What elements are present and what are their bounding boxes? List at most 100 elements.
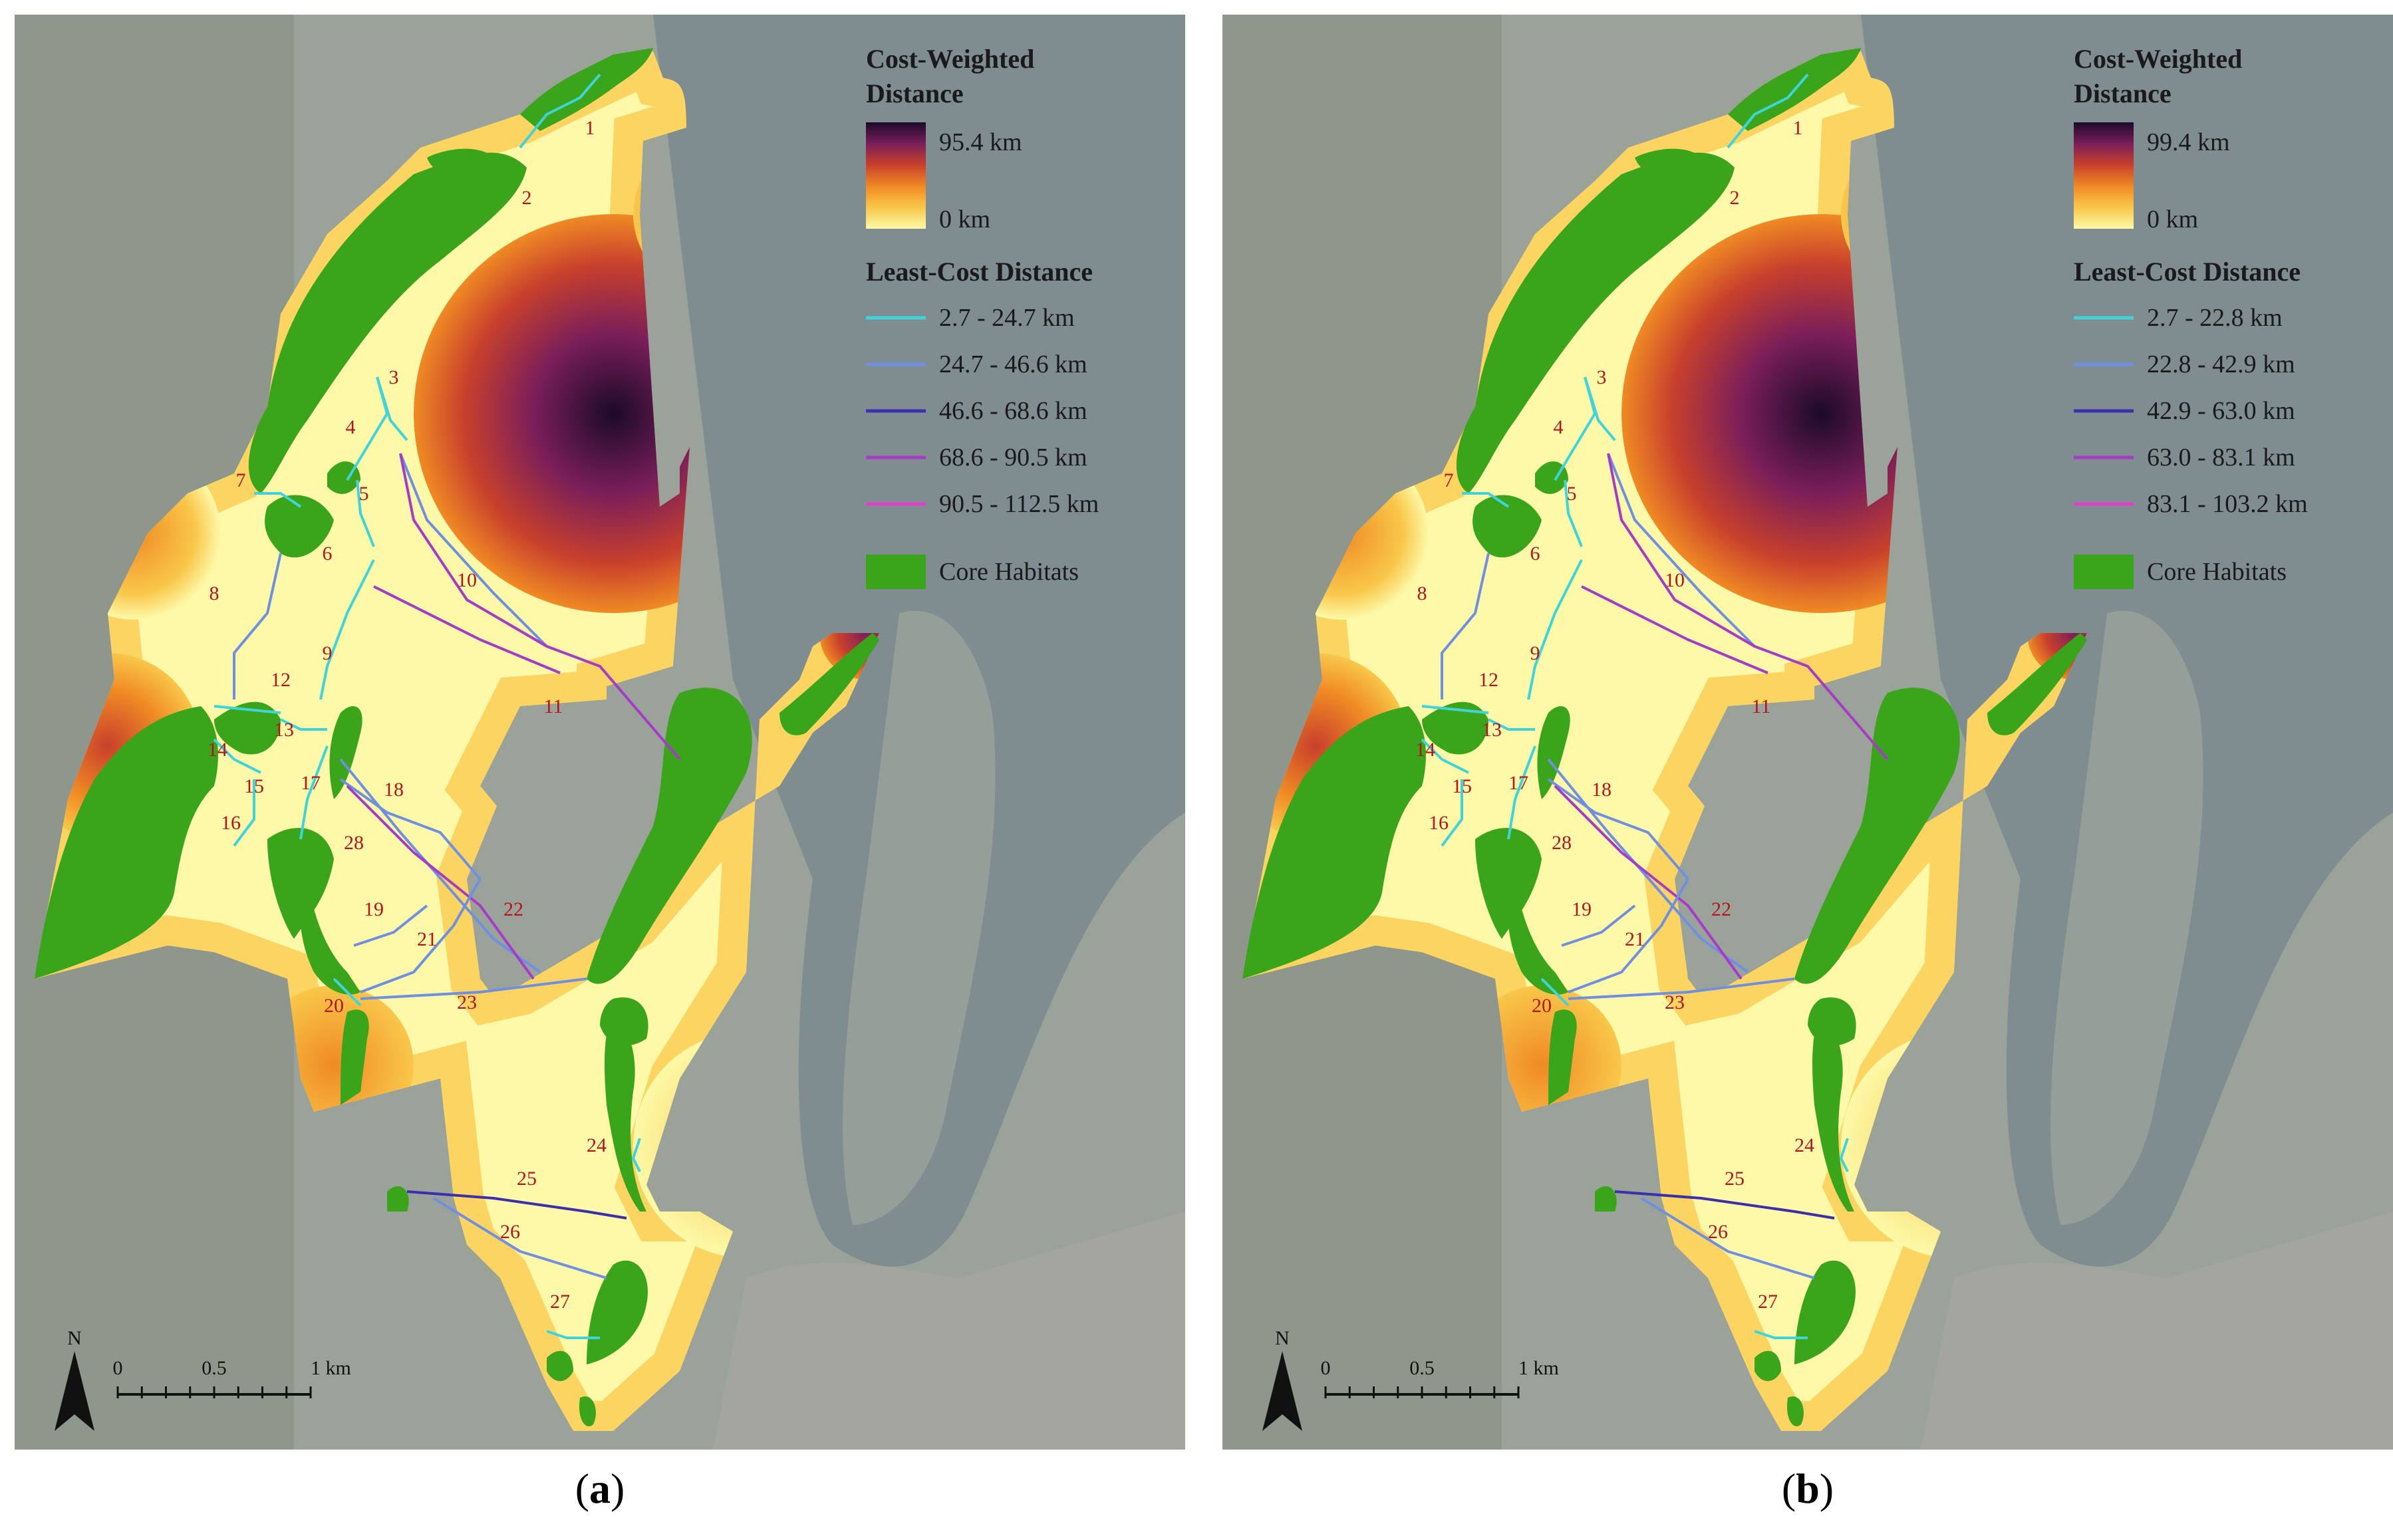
- legend-class-label: 22.8 - 42.9 km: [2147, 350, 2295, 378]
- legend-lcd-title: Least-Cost Distance: [866, 257, 1093, 287]
- least-cost-path: [233, 553, 282, 700]
- legend-cwd-min: 0 km: [2147, 205, 2198, 233]
- core-habitat-patch: [1456, 152, 1735, 494]
- route-label: 20: [324, 995, 344, 1017]
- least-cost-path: [546, 1330, 600, 1339]
- legend-core-swatch: [866, 555, 926, 589]
- least-cost-path: [399, 453, 548, 648]
- route-label: 2: [1730, 187, 1740, 209]
- core-habitat-patch: [1812, 1012, 1854, 1212]
- core-habitat-patch: [547, 1350, 573, 1381]
- legend-cwd-min: 0 km: [939, 205, 990, 233]
- least-cost-path: [1564, 479, 1583, 547]
- route-label: 16: [1429, 812, 1449, 834]
- route-label: 4: [346, 416, 356, 438]
- route-label: 28: [1552, 832, 1572, 854]
- legend-cwd-title-line1: Cost-Weighted: [866, 44, 1034, 74]
- least-cost-path: [1540, 977, 1570, 1007]
- least-cost-path: [1554, 785, 1743, 980]
- least-cost-path: [280, 718, 327, 731]
- least-cost-path: [1840, 1138, 1849, 1172]
- legend-lcd-title: Least-Cost Distance: [2074, 257, 2301, 287]
- map-panel-a: 1 2 3 4 5 6 7 8 9 10 11 12 13 14 15 16 17 18 19 20 21 22 23 24 2…: [15, 15, 1185, 1450]
- route-label: 2: [522, 187, 532, 209]
- scale-tick-label: 1 km: [1518, 1357, 1559, 1379]
- legend-cwd-title-line2: Distance: [2074, 78, 2172, 108]
- legend-cwd-max: 95.4 km: [939, 128, 1022, 156]
- core-habitat-patch: [1548, 1009, 1577, 1105]
- core-habitat-patch: [267, 828, 334, 939]
- route-label: 12: [271, 669, 291, 691]
- least-cost-path: [346, 785, 535, 980]
- route-label: 15: [1452, 775, 1472, 797]
- core-habitat-patch: [1635, 148, 1701, 178]
- core-habitat-patch: [329, 706, 362, 799]
- legend-core-swatch: [2074, 555, 2134, 589]
- route-label: 22: [503, 898, 523, 920]
- least-cost-path: [1421, 738, 1469, 774]
- least-cost-path: [360, 878, 482, 993]
- route-label: 3: [389, 366, 399, 388]
- route-label: 27: [1758, 1291, 1778, 1313]
- core-habitat-patch: [1473, 495, 1542, 558]
- route-label: 6: [1530, 543, 1540, 565]
- core-habitats: [1242, 48, 2087, 1427]
- legend-class-label: 2.7 - 24.7 km: [939, 304, 1075, 332]
- legend-color-ramp: [866, 122, 926, 229]
- least-cost-paths: [213, 73, 681, 1339]
- core-habitat-patch: [265, 495, 334, 558]
- route-label: 3: [1597, 366, 1607, 388]
- least-cost-path: [319, 559, 375, 700]
- least-cost-path: [1584, 376, 1616, 442]
- north-arrow-icon: N: [55, 1327, 94, 1431]
- route-label: 7: [236, 469, 246, 491]
- route-label: 17: [1508, 772, 1528, 794]
- route-label: 15: [244, 775, 264, 797]
- route-label: 10: [457, 569, 477, 591]
- least-cost-path: [1561, 904, 1636, 947]
- route-label: 24: [1794, 1134, 1814, 1156]
- route-label: 19: [1572, 898, 1592, 920]
- legend-class-label: 42.9 - 63.0 km: [2147, 397, 2295, 425]
- route-label: 26: [1708, 1221, 1728, 1243]
- core-habitat-patch: [1755, 1350, 1781, 1381]
- least-cost-path: [376, 376, 408, 442]
- route-label: 23: [1665, 991, 1685, 1013]
- route-label: 19: [364, 898, 384, 920]
- route-label: 18: [384, 779, 404, 801]
- route-label: 13: [1482, 719, 1502, 741]
- north-arrow-icon: N: [1262, 1327, 1302, 1431]
- least-cost-path: [353, 904, 428, 947]
- least-cost-path: [1607, 453, 1889, 761]
- route-label: 1: [585, 117, 595, 139]
- least-cost-path: [1568, 977, 1795, 1000]
- core-habitat-patch: [1794, 1260, 1856, 1364]
- north-label: N: [67, 1327, 82, 1349]
- least-cost-path: [632, 1138, 641, 1172]
- least-cost-path: [1527, 559, 1583, 700]
- caption-b: (b): [1781, 1465, 1834, 1512]
- route-label: 7: [1444, 469, 1454, 491]
- core-habitat-patch: [387, 1186, 409, 1212]
- scale-tick-label: 0.5: [202, 1357, 227, 1379]
- core-habitat-patch: [1987, 633, 2087, 735]
- legend: Cost-Weighted Distance 95.4 km 0 km Least-Co…: [866, 44, 1099, 589]
- route-label: 4: [1554, 416, 1564, 438]
- least-cost-path: [1640, 1197, 1815, 1279]
- least-cost-path: [1727, 73, 1809, 149]
- legend-class-label: 63.0 - 83.1 km: [2147, 444, 2295, 471]
- north-label: N: [1275, 1327, 1290, 1349]
- basemap-suburbs: [1921, 1212, 2393, 1450]
- core-habitat-patch: [1422, 702, 1488, 755]
- route-label: 18: [1592, 779, 1612, 801]
- core-habitat-patch: [1242, 706, 1426, 979]
- core-habitat-patch: [1794, 688, 1960, 984]
- route-label: 14: [1415, 739, 1435, 761]
- core-habitat-patch: [605, 1012, 646, 1212]
- legend-class-label: 2.7 - 22.8 km: [2147, 304, 2283, 332]
- least-cost-paths: [1421, 73, 1889, 1339]
- least-cost-path: [1441, 553, 1490, 700]
